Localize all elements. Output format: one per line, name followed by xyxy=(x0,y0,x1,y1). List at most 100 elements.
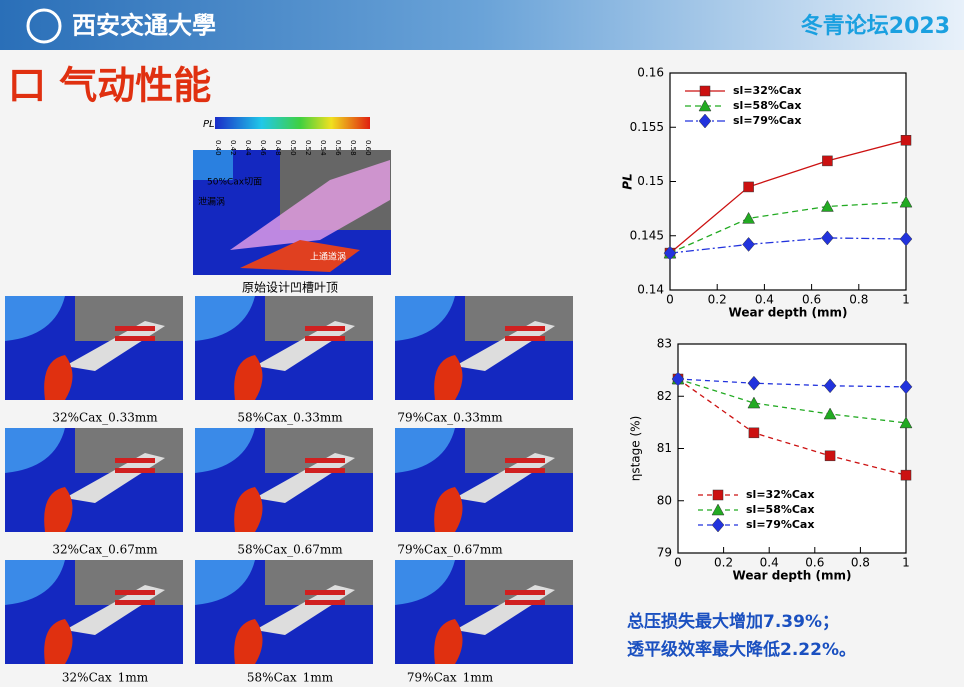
panel-blade xyxy=(455,585,555,635)
panel-blue xyxy=(395,428,455,473)
panel-caption: 32%Cax_1mm xyxy=(62,671,149,684)
panel-vortex xyxy=(44,355,73,400)
colorbar xyxy=(215,117,370,129)
contour-panel xyxy=(395,296,573,400)
contour-panel xyxy=(5,296,183,400)
marker xyxy=(671,371,685,387)
bullet: 透平级效率最大降低2.22%。 xyxy=(627,639,856,660)
x-tick-label: 0.8 xyxy=(849,293,868,307)
contour-panel xyxy=(395,560,573,664)
panel-blade xyxy=(255,453,355,503)
marker xyxy=(900,469,912,481)
contour-panel xyxy=(5,428,183,532)
panel-stripes xyxy=(115,326,155,341)
y-tick-label: 83 xyxy=(657,337,672,351)
panel-stripes xyxy=(505,590,545,605)
panel-vortex xyxy=(234,619,263,664)
marker xyxy=(698,113,712,129)
legend-label: sl=58%Cax xyxy=(746,503,814,516)
panel-blue xyxy=(195,428,255,473)
colorbar-tick: 0.42 xyxy=(229,140,237,156)
marker xyxy=(823,407,837,420)
y-tick-label: 0.155 xyxy=(630,120,664,134)
marker xyxy=(824,450,836,462)
legend-label: sl=32%Cax xyxy=(746,488,814,501)
panel-vortex xyxy=(44,619,73,664)
panel-stripes xyxy=(305,458,345,473)
x-axis-label: Wear depth (mm) xyxy=(729,306,848,320)
series-line xyxy=(677,378,907,424)
contour-panel xyxy=(395,428,573,532)
x-tick-label: 0 xyxy=(666,293,674,307)
y-tick-label: 0.145 xyxy=(630,228,664,242)
annotation: 泄漏涡 xyxy=(198,196,225,208)
panel-blade xyxy=(65,321,165,371)
contour-caption: 原始设计凹槽叶顶 xyxy=(242,281,338,295)
bullet: 总压损失最大增加7.39%； xyxy=(627,611,839,632)
logo xyxy=(26,8,62,44)
panel-vortex xyxy=(234,355,263,400)
colorbar-tick: 0.44 xyxy=(244,140,252,156)
marker xyxy=(748,427,760,439)
colorbar-tick: 0.50 xyxy=(289,140,297,156)
x-tick-label: 0.8 xyxy=(851,556,870,570)
annotation: 上通道涡 xyxy=(310,251,346,263)
panel-caption: 58%Cax_1mm xyxy=(247,671,334,684)
x-tick-label: 0.6 xyxy=(805,556,824,570)
marker xyxy=(821,230,834,246)
panel-caption: 58%Cax_0.33mm xyxy=(237,411,343,425)
colorbar-tick: 0.56 xyxy=(334,140,342,156)
panel-blue xyxy=(195,296,255,341)
marker xyxy=(820,199,834,212)
colorbar-tick: 0.40 xyxy=(214,140,222,156)
panel-blue xyxy=(195,560,255,605)
series-line xyxy=(677,378,907,476)
slide-title: 口 气动性能 xyxy=(8,64,211,108)
panel-vortex xyxy=(434,619,463,664)
panel-blue xyxy=(5,296,65,341)
panel-caption: 32%Cax_0.67mm xyxy=(52,543,158,557)
contour-panel xyxy=(195,560,373,664)
marker xyxy=(663,245,677,261)
colorbar-tick: 0.54 xyxy=(319,140,327,156)
marker xyxy=(900,135,912,146)
panel-stripes xyxy=(505,458,545,473)
contour-panel xyxy=(195,296,373,400)
logo-text: 西安交通大學 xyxy=(72,11,216,40)
y-tick-label: 82 xyxy=(657,389,672,403)
marker xyxy=(899,231,913,247)
panel-blue xyxy=(395,560,455,605)
panel-stripes xyxy=(305,326,345,341)
y-tick-label: 81 xyxy=(657,441,672,455)
marker xyxy=(899,379,913,395)
marker xyxy=(899,195,913,208)
x-tick-label: 0.4 xyxy=(755,293,774,307)
y-axis-label: ηstage (%) xyxy=(629,416,643,482)
panel-blue xyxy=(5,560,65,605)
panel-blade xyxy=(455,453,555,503)
panel-blue xyxy=(395,296,455,341)
y-tick-label: 79 xyxy=(657,546,672,560)
series-line xyxy=(669,201,907,254)
panel-blade xyxy=(65,453,165,503)
panel-caption: 58%Cax_0.67mm xyxy=(237,543,343,557)
annotation: 50%Cax切面 xyxy=(207,177,262,188)
panel-stripes xyxy=(115,458,155,473)
colorbar-tick: 0.52 xyxy=(304,140,312,156)
x-tick-label: 0.2 xyxy=(708,293,727,307)
contour-panel xyxy=(5,560,183,664)
marker xyxy=(899,416,913,429)
colorbar-tick: 0.46 xyxy=(259,140,267,156)
panel-stripes xyxy=(505,326,545,341)
panel-vortex xyxy=(234,487,263,532)
colorbar-label: PL xyxy=(203,119,215,130)
y-axis-label: PL xyxy=(621,173,635,189)
series-line xyxy=(669,139,907,254)
x-tick-label: 0.6 xyxy=(802,293,821,307)
panel-blade xyxy=(65,585,165,635)
marker xyxy=(742,211,756,224)
colorbar-tick: 0.60 xyxy=(364,140,372,156)
legend-label: sl=58%Cax xyxy=(733,99,801,112)
x-tick-label: 1 xyxy=(902,293,910,307)
